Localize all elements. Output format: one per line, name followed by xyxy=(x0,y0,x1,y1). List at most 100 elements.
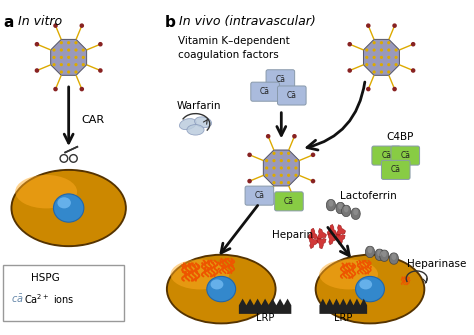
Circle shape xyxy=(373,56,376,59)
Circle shape xyxy=(218,262,219,264)
Circle shape xyxy=(392,87,397,91)
Circle shape xyxy=(392,23,397,28)
Ellipse shape xyxy=(168,256,274,323)
Circle shape xyxy=(345,269,346,271)
Circle shape xyxy=(358,266,360,267)
Text: Cā: Cā xyxy=(381,151,391,160)
Circle shape xyxy=(348,269,350,271)
Circle shape xyxy=(14,278,16,279)
Circle shape xyxy=(53,87,58,91)
Circle shape xyxy=(380,63,383,66)
Circle shape xyxy=(273,166,275,170)
Circle shape xyxy=(387,49,391,52)
Ellipse shape xyxy=(10,169,127,247)
Circle shape xyxy=(352,269,354,271)
Circle shape xyxy=(294,174,298,177)
Circle shape xyxy=(287,181,290,184)
Circle shape xyxy=(407,277,408,278)
Ellipse shape xyxy=(356,276,384,302)
Circle shape xyxy=(60,63,63,66)
Circle shape xyxy=(21,278,23,280)
Circle shape xyxy=(380,49,383,52)
Circle shape xyxy=(67,41,70,44)
Circle shape xyxy=(265,159,268,162)
Circle shape xyxy=(359,261,361,263)
Circle shape xyxy=(74,63,78,66)
Circle shape xyxy=(273,152,275,155)
Circle shape xyxy=(190,270,192,272)
Polygon shape xyxy=(309,237,318,249)
Circle shape xyxy=(292,197,297,202)
Polygon shape xyxy=(239,298,292,314)
Circle shape xyxy=(193,264,195,266)
Circle shape xyxy=(74,70,78,74)
Text: a: a xyxy=(4,15,14,30)
Circle shape xyxy=(189,264,191,267)
Ellipse shape xyxy=(315,254,425,324)
FancyBboxPatch shape xyxy=(391,146,419,165)
Circle shape xyxy=(204,267,206,269)
Polygon shape xyxy=(319,298,367,314)
Circle shape xyxy=(223,265,225,267)
Polygon shape xyxy=(337,225,346,236)
Polygon shape xyxy=(365,246,374,258)
Circle shape xyxy=(221,265,223,267)
Text: CAR: CAR xyxy=(81,115,104,125)
Polygon shape xyxy=(327,200,336,211)
Circle shape xyxy=(403,280,404,281)
Circle shape xyxy=(60,70,63,74)
Circle shape xyxy=(25,283,27,285)
Circle shape xyxy=(182,271,184,273)
Text: Heparin: Heparin xyxy=(272,230,313,240)
Circle shape xyxy=(280,152,283,155)
FancyBboxPatch shape xyxy=(266,70,295,89)
Circle shape xyxy=(184,271,187,273)
Circle shape xyxy=(342,264,344,266)
Circle shape xyxy=(287,152,290,155)
Circle shape xyxy=(60,41,63,44)
Polygon shape xyxy=(327,224,337,235)
Circle shape xyxy=(273,174,275,177)
Circle shape xyxy=(394,49,398,52)
Circle shape xyxy=(344,265,346,267)
Circle shape xyxy=(394,63,398,66)
Circle shape xyxy=(365,56,368,59)
Circle shape xyxy=(229,265,231,266)
Circle shape xyxy=(53,63,55,66)
Circle shape xyxy=(311,179,315,183)
Circle shape xyxy=(367,262,369,263)
Circle shape xyxy=(347,68,352,73)
Circle shape xyxy=(208,262,210,264)
Text: Cā: Cā xyxy=(391,165,401,175)
Circle shape xyxy=(365,63,368,66)
Circle shape xyxy=(265,166,268,170)
Circle shape xyxy=(98,68,103,73)
Text: In vitro: In vitro xyxy=(18,15,62,28)
Circle shape xyxy=(8,277,9,279)
Circle shape xyxy=(356,261,358,263)
Polygon shape xyxy=(317,238,326,249)
Circle shape xyxy=(287,166,290,170)
Circle shape xyxy=(373,49,376,52)
Circle shape xyxy=(373,63,376,66)
Circle shape xyxy=(287,159,290,162)
Circle shape xyxy=(221,265,223,267)
Circle shape xyxy=(60,56,63,59)
Circle shape xyxy=(380,41,383,44)
Circle shape xyxy=(411,68,415,73)
Circle shape xyxy=(60,49,63,52)
Circle shape xyxy=(409,277,410,278)
FancyBboxPatch shape xyxy=(251,82,279,101)
Circle shape xyxy=(210,267,212,269)
Ellipse shape xyxy=(15,175,77,208)
Text: $c\bar{a}$: $c\bar{a}$ xyxy=(11,292,24,305)
Circle shape xyxy=(280,181,283,184)
Text: Lactoferrin: Lactoferrin xyxy=(340,191,397,201)
Circle shape xyxy=(346,264,348,266)
FancyBboxPatch shape xyxy=(245,186,273,205)
Circle shape xyxy=(402,277,403,278)
Ellipse shape xyxy=(353,208,358,215)
Text: LRP: LRP xyxy=(334,313,353,323)
FancyBboxPatch shape xyxy=(274,192,303,211)
Circle shape xyxy=(53,23,58,28)
